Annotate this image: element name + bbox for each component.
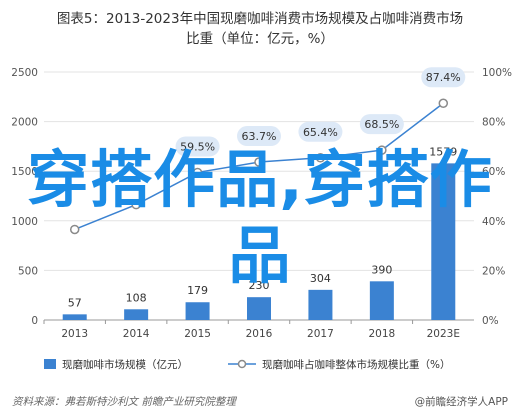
x-tick-label: 2016 xyxy=(246,328,273,340)
source-note: 资料来源：弗若斯特沙利文 前瞻产业研究院整理 xyxy=(12,396,236,408)
bar xyxy=(247,297,271,320)
y-left-tick-label: 0 xyxy=(31,315,38,327)
share-label-bubble xyxy=(237,126,281,147)
bar-data-label: 230 xyxy=(249,279,270,292)
chart-title-line1: 图表5：2013-2023年中国现磨咖啡消费市场规模及占咖啡消费市场 xyxy=(56,11,464,27)
share-point xyxy=(131,199,141,210)
y-left-tick-label: 1000 xyxy=(11,216,38,228)
legend-bar-swatch xyxy=(44,359,56,369)
x-tick-label: 2013 xyxy=(61,328,88,340)
y-left-tick-label: 2500 xyxy=(11,67,38,79)
share-label-bubble xyxy=(421,67,466,88)
bar-data-label: 1579 xyxy=(429,145,457,158)
share-point xyxy=(192,167,203,178)
share-point xyxy=(438,98,449,108)
legend-bar-label: 现磨咖啡市场规模（亿元） xyxy=(62,358,188,371)
bar-data-label: 390 xyxy=(371,263,392,276)
brand-label: @前瞻经济学人APP xyxy=(414,396,508,408)
y-right-tick-label: 40% xyxy=(482,216,505,228)
legend-line-marker xyxy=(237,359,247,369)
bar-data-label: 304 xyxy=(310,272,331,285)
share-point xyxy=(254,157,264,167)
y-right-tick-label: 60% xyxy=(482,166,505,178)
bar xyxy=(431,163,456,320)
bar-data-label: 108 xyxy=(126,291,147,304)
bar xyxy=(124,309,149,320)
share-label-bubble xyxy=(359,114,404,135)
share-point xyxy=(69,224,80,235)
share-label-bubble xyxy=(175,136,220,157)
x-tick-label: 2014 xyxy=(123,328,150,340)
y-right-tick-label: 100% xyxy=(482,67,512,79)
share-point xyxy=(377,145,387,155)
x-tick-label: 2017 xyxy=(307,328,334,340)
share-point xyxy=(315,153,326,163)
bar-data-label: 179 xyxy=(187,284,208,297)
y-right-tick-label: 20% xyxy=(482,265,505,277)
share-data-label: 65.4% xyxy=(303,126,338,139)
y-left-tick-label: 2000 xyxy=(11,117,38,129)
chart-title: 图表5：2013-2023年中国现磨咖啡消费市场规模及占咖啡消费市场 比重（单位… xyxy=(0,9,520,49)
bar xyxy=(308,289,333,320)
x-tick-label: 2015 xyxy=(184,328,211,340)
share-data-label: 87.4% xyxy=(426,71,461,84)
bar-data-label: 57 xyxy=(68,296,82,309)
y-left-tick-label: 1500 xyxy=(11,166,38,178)
legend-line-label: 现磨咖啡占咖啡整体市场规模比重（%） xyxy=(262,358,450,371)
chart-title-line2: 比重（单位：亿元，%） xyxy=(186,31,334,47)
share-data-label: 68.5% xyxy=(364,118,399,131)
share-data-label: 59.5% xyxy=(180,140,215,153)
bar xyxy=(62,314,87,320)
share-data-label: 63.7% xyxy=(242,130,277,143)
y-left-tick-label: 500 xyxy=(18,265,38,277)
x-tick-label: 2018 xyxy=(368,328,395,340)
bar xyxy=(369,281,394,320)
share-label-bubble xyxy=(298,121,343,142)
y-right-tick-label: 0% xyxy=(482,315,499,327)
bar xyxy=(185,302,210,320)
y-right-tick-label: 80% xyxy=(482,117,505,129)
x-tick-label: 2023E xyxy=(427,328,460,340)
watermark-overlay-text: 穿搭作品,穿搭作品 xyxy=(27,143,493,292)
